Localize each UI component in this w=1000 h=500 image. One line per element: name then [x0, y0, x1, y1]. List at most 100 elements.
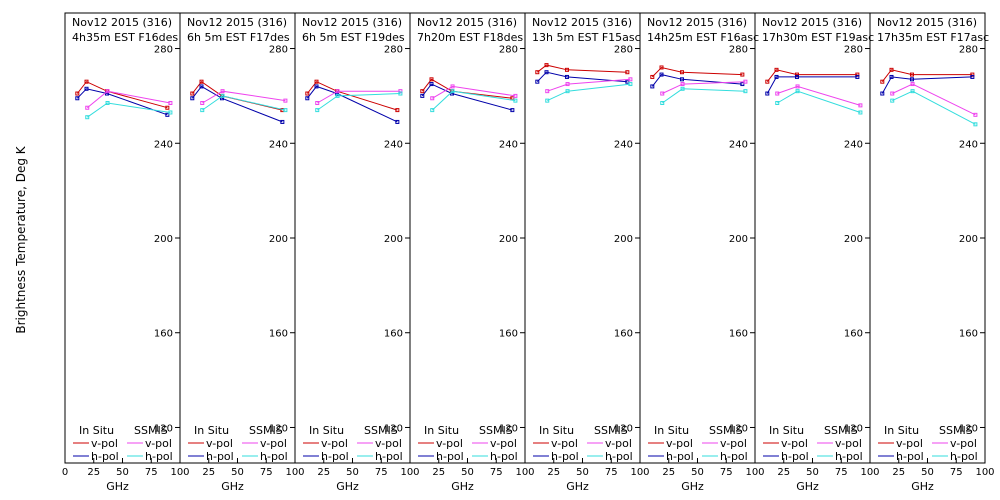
x-axis-label: GHz [681, 480, 704, 493]
ssmis-h-point [973, 122, 978, 127]
insitu-h-point [75, 96, 80, 101]
legend-label: h-pol [490, 450, 518, 463]
insitu-v-point [774, 67, 779, 72]
insitu-v-point [199, 79, 204, 84]
legend-label: v-pol [206, 437, 233, 450]
x-tick-label: 50 [461, 467, 474, 478]
x-axis-label: GHz [796, 480, 819, 493]
y-tick-label: 160 [384, 329, 403, 340]
ssmis-v-point [200, 101, 205, 105]
ssmis-v-point [660, 91, 665, 96]
insitu-v-line [421, 78, 513, 99]
panel-time-label: 7h20m EST F18des [417, 31, 523, 44]
insitu-h-line [421, 83, 513, 111]
ssmis-v-line [86, 90, 171, 109]
ssmis-v-point [890, 91, 895, 96]
x-tick-label: 25 [317, 467, 330, 478]
ssmis-v-point [168, 101, 173, 105]
insitu-h-point [650, 84, 655, 89]
legend-ssmis-title: SSMIS [939, 424, 973, 437]
ssmis-h-point [565, 89, 570, 94]
ssmis-v-line [662, 81, 746, 94]
ssmis-v-point [220, 89, 225, 94]
panel-8: Nov12 2015 (316) 17h35m EST F17asc 120 160 2… [869, 12, 995, 493]
y-tick-label: 160 [154, 329, 173, 340]
x-tick-label: 50 [576, 467, 589, 478]
insitu-v-point [165, 105, 170, 110]
x-axis-label: GHz [566, 480, 589, 493]
ssmis-h-point [283, 108, 288, 113]
insitu-h-point [855, 74, 860, 79]
x-tick-label: 50 [116, 467, 129, 478]
ssmis-v-point [680, 82, 685, 87]
y-tick-label: 280 [844, 45, 863, 56]
ssmis-v-point [545, 89, 550, 94]
ssmis-v-point [858, 103, 863, 108]
legend-label: v-pol [551, 437, 578, 450]
x-tick-label: 100 [170, 467, 189, 478]
insitu-v-point [740, 72, 745, 77]
x-tick-label: 50 [231, 467, 244, 478]
ssmis-h-point [168, 110, 173, 115]
insitu-v-line [651, 66, 743, 78]
insitu-v-point [544, 63, 549, 68]
legend-label: v-pol [436, 437, 463, 450]
insitu-v-point [420, 89, 425, 94]
panel-date-label: Nov12 2015 (316) [417, 16, 517, 29]
insitu-h-point [510, 108, 515, 113]
legend-label: h-pol [835, 450, 863, 463]
panel-1: Nov12 2015 (316) 4h35m EST F16des 120 160 20… [62, 12, 190, 493]
insitu-h-point [679, 77, 684, 82]
legend-label: h-pol [720, 450, 748, 463]
insitu-v-point [889, 67, 894, 72]
x-tick-label: 25 [432, 467, 445, 478]
x-axis-label: GHz [451, 480, 474, 493]
y-tick-label: 200 [269, 234, 288, 245]
insitu-v-point [679, 70, 684, 75]
ssmis-h-line [431, 90, 516, 111]
x-tick-label: 25 [892, 467, 905, 478]
ssmis-h-point [910, 89, 915, 94]
ssmis-v-point [335, 89, 340, 94]
insitu-v-line [76, 81, 168, 109]
insitu-h-line [881, 76, 973, 94]
insitu-v-point [564, 67, 569, 72]
legend-label: h-pol [91, 450, 119, 463]
insitu-v-point [855, 72, 860, 77]
legend-ssmis-title: SSMIS [249, 424, 283, 437]
x-tick-label: 25 [777, 467, 790, 478]
insitu-v-line [536, 64, 628, 73]
legend-insitu-title: In Situ [539, 424, 574, 437]
ssmis-h-point [398, 91, 403, 96]
legend-label: v-pol [260, 437, 287, 450]
ssmis-v-line [202, 90, 286, 104]
ssmis-h-point [220, 93, 225, 98]
panel-date-label: Nov12 2015 (316) [302, 16, 402, 29]
y-tick-label: 240 [959, 139, 978, 150]
legend-label: h-pol [781, 450, 809, 463]
panel-7: Nov12 2015 (316) 17h30m EST F19asc 120 160 2… [754, 12, 880, 493]
panel-time-label: 6h 5m EST F17des [187, 31, 290, 44]
legend-label: h-pol [436, 450, 464, 463]
y-tick-label: 160 [844, 329, 863, 340]
insitu-v-point [429, 77, 434, 82]
legend-label: v-pol [605, 437, 632, 450]
insitu-v-point [970, 72, 975, 77]
panel-6: Nov12 2015 (316) 14h25m EST F16asc 120 160 2… [639, 12, 765, 493]
y-tick-label: 200 [614, 234, 633, 245]
insitu-h-point [909, 77, 914, 82]
y-tick-label: 120 [499, 423, 518, 434]
ssmis-v-point [775, 91, 780, 96]
legend-label: h-pol [605, 450, 633, 463]
y-tick-label: 120 [729, 423, 748, 434]
insitu-v-line [306, 81, 398, 111]
insitu-h-point [880, 91, 885, 96]
y-tick-label: 200 [844, 234, 863, 245]
y-tick-label: 280 [729, 45, 748, 56]
ssmis-h-line [317, 93, 401, 111]
insitu-h-point [794, 74, 799, 79]
insitu-v-point [84, 79, 89, 84]
x-tick-label: 75 [835, 467, 848, 478]
legend-label: h-pol [375, 450, 403, 463]
x-tick-label: 75 [145, 467, 158, 478]
